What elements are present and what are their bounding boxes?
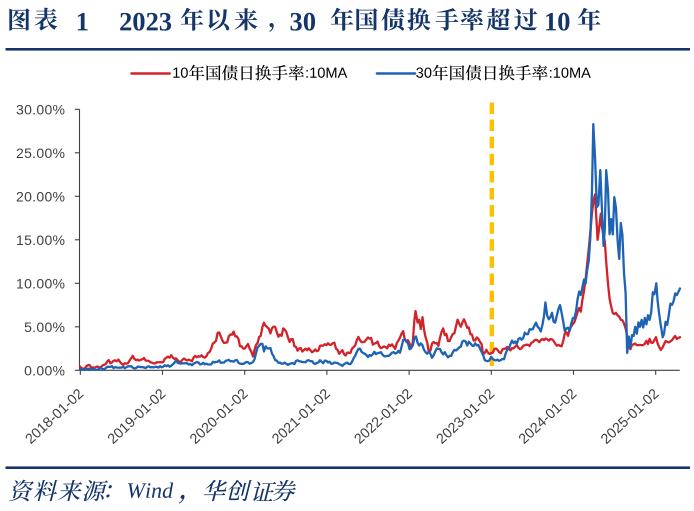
svg-text:2019-01-02: 2019-01-02: [105, 386, 169, 448]
svg-text:2020-01-02: 2020-01-02: [187, 386, 251, 448]
svg-text:2025-01-02: 2025-01-02: [598, 386, 662, 448]
svg-text:2022-01-02: 2022-01-02: [351, 386, 415, 448]
svg-text:25.00%: 25.00%: [16, 145, 65, 161]
svg-text:10.00%: 10.00%: [16, 275, 65, 291]
svg-text:30.00%: 30.00%: [16, 101, 65, 117]
svg-text:2023-01-02: 2023-01-02: [434, 386, 498, 448]
svg-text:5.00%: 5.00%: [24, 319, 65, 335]
svg-text:2021-01-02: 2021-01-02: [269, 386, 333, 448]
svg-text:20.00%: 20.00%: [16, 188, 65, 204]
svg-text:0.00%: 0.00%: [24, 362, 65, 378]
svg-text:2018-01-02: 2018-01-02: [23, 386, 87, 448]
svg-text:2024-01-02: 2024-01-02: [516, 386, 580, 448]
svg-text:15.00%: 15.00%: [16, 232, 65, 248]
